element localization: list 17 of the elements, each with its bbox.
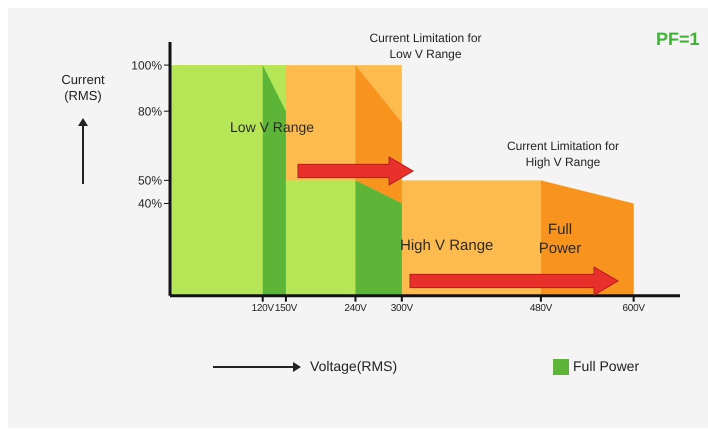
legend-label: Full Power: [573, 358, 640, 374]
annotation: PF=1: [656, 28, 701, 50]
x-tick-label: 300V: [390, 302, 414, 314]
annotation: Current Limitation for High V Range: [506, 138, 620, 170]
x-tick-label: 480V: [530, 302, 553, 314]
y-tick-label: 50%: [138, 174, 162, 188]
x-tick-label: 600V: [622, 302, 646, 314]
annotation: Full Power: [538, 220, 582, 258]
y-tick-label: 100%: [131, 58, 162, 72]
x-tick-label: 240V: [344, 302, 368, 314]
x-axis-title: Voltage(RMS): [310, 358, 398, 374]
annotation: Current Limitation for Low V Range: [368, 30, 483, 62]
y-axis-title: Current (RMS): [60, 72, 106, 104]
y-tick-label: 80%: [138, 104, 162, 118]
y-tick-label: 40%: [138, 196, 162, 211]
x-tick-label: 150V: [274, 302, 298, 314]
x-tick-label: 120V: [252, 302, 274, 314]
